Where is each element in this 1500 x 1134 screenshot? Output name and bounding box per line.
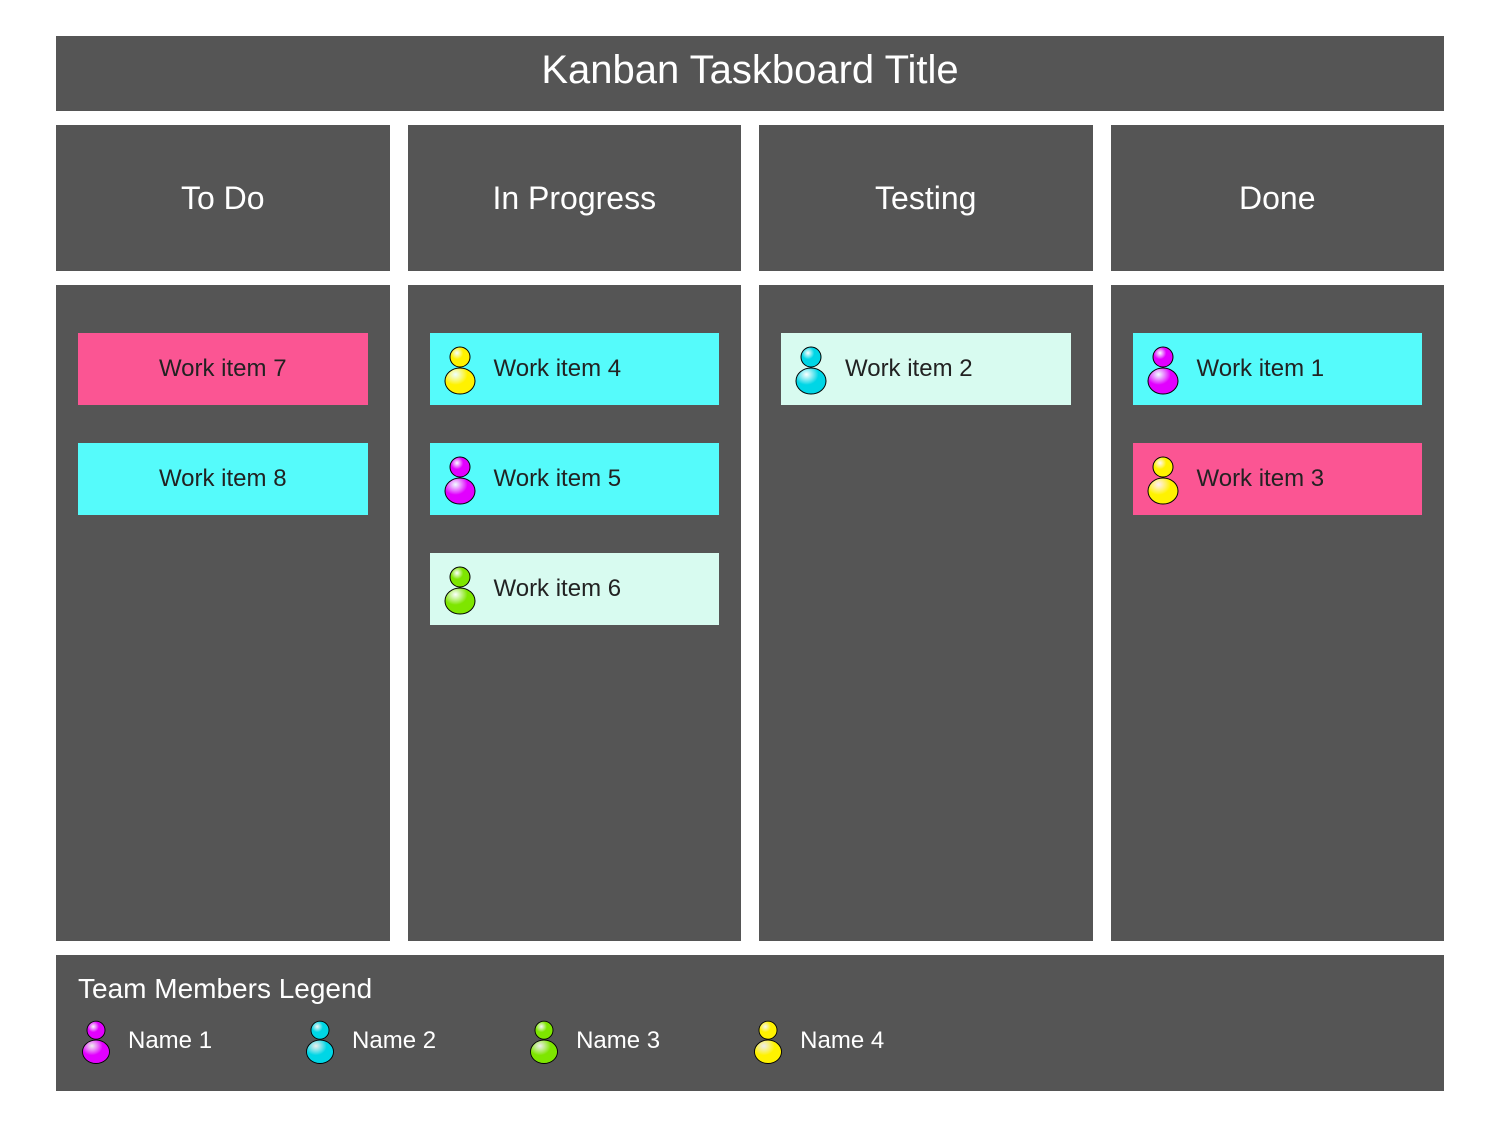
assignee-icon — [1143, 343, 1183, 395]
work-item-card[interactable]: Work item 1 — [1133, 333, 1423, 405]
work-item-card[interactable]: Work item 6 — [430, 553, 720, 625]
work-item-label: Work item 3 — [1197, 465, 1325, 493]
legend-items: Name 1 Name 2 — [78, 1017, 1422, 1065]
person-icon — [750, 1017, 786, 1065]
legend-item-label: Name 3 — [576, 1027, 660, 1055]
legend-item: Name 2 — [302, 1017, 436, 1065]
work-item-label: Work item 7 — [159, 355, 287, 383]
column-headers-row: To Do In Progress Testing Done — [56, 125, 1444, 271]
legend-item-label: Name 4 — [800, 1027, 884, 1055]
work-item-label: Work item 5 — [494, 465, 622, 493]
assignee-icon — [440, 453, 480, 505]
column-inprogress[interactable]: Work item 4 Work item 5 — [408, 285, 742, 941]
column-testing[interactable]: Work item 2 — [759, 285, 1093, 941]
column-todo[interactable]: Work item 7 Work item 8 — [56, 285, 390, 941]
work-item-label: Work item 4 — [494, 355, 622, 383]
work-item-card[interactable]: Work item 3 — [1133, 443, 1423, 515]
person-icon — [78, 1017, 114, 1065]
work-item-card[interactable]: Work item 7 — [78, 333, 368, 405]
legend-item: Name 1 — [78, 1017, 212, 1065]
person-icon — [302, 1017, 338, 1065]
column-header-todo: To Do — [56, 125, 390, 271]
column-header-testing: Testing — [759, 125, 1093, 271]
work-item-card[interactable]: Work item 5 — [430, 443, 720, 515]
legend-item: Name 4 — [750, 1017, 884, 1065]
work-item-label: Work item 2 — [845, 355, 973, 383]
legend-item-label: Name 2 — [352, 1027, 436, 1055]
work-item-label: Work item 6 — [494, 575, 622, 603]
columns-row: Work item 7 Work item 8 Work item 4 — [56, 285, 1444, 941]
legend-item-label: Name 1 — [128, 1027, 212, 1055]
legend-panel: Team Members Legend Name 1 — [56, 955, 1444, 1091]
work-item-label: Work item 1 — [1197, 355, 1325, 383]
assignee-icon — [440, 563, 480, 615]
column-header-done: Done — [1111, 125, 1445, 271]
assignee-icon — [440, 343, 480, 395]
assignee-icon — [1143, 453, 1183, 505]
legend-item: Name 3 — [526, 1017, 660, 1065]
column-header-inprogress: In Progress — [408, 125, 742, 271]
board-title: Kanban Taskboard Title — [56, 36, 1444, 111]
column-done[interactable]: Work item 1 Work item 3 — [1111, 285, 1445, 941]
person-icon — [526, 1017, 562, 1065]
legend-title: Team Members Legend — [78, 973, 1422, 1005]
work-item-label: Work item 8 — [159, 465, 287, 493]
work-item-card[interactable]: Work item 8 — [78, 443, 368, 515]
assignee-icon — [791, 343, 831, 395]
work-item-card[interactable]: Work item 2 — [781, 333, 1071, 405]
work-item-card[interactable]: Work item 4 — [430, 333, 720, 405]
